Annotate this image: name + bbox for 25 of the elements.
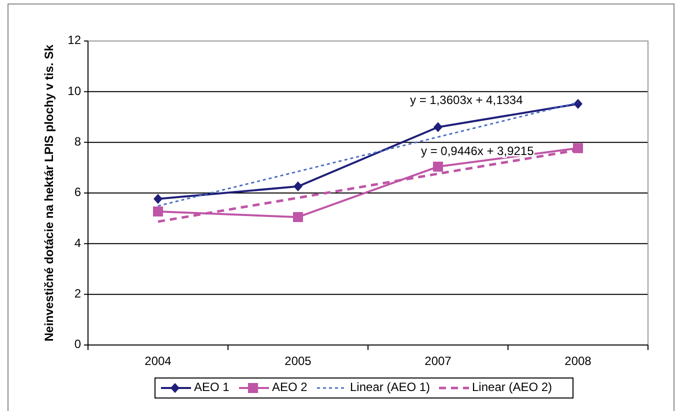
legend-label: AEO 1 bbox=[194, 380, 230, 394]
legend-label: Linear (AEO 1) bbox=[350, 380, 430, 394]
y-tick-label: 0 bbox=[74, 337, 82, 352]
point bbox=[433, 162, 443, 172]
point bbox=[153, 206, 163, 216]
point bbox=[294, 181, 302, 192]
point bbox=[293, 212, 303, 222]
x-tick-label: 2008 bbox=[564, 354, 592, 368]
point bbox=[434, 122, 442, 132]
x-tick-label: 2004 bbox=[144, 354, 172, 368]
y-tick-label: 8 bbox=[74, 134, 82, 149]
x-tick-label: 2005 bbox=[284, 354, 312, 368]
y-tick-label: 6 bbox=[74, 185, 82, 200]
y-tick-label: 12 bbox=[68, 33, 82, 48]
y-tick-label: 2 bbox=[74, 286, 82, 301]
y-tick-label: 4 bbox=[74, 236, 82, 250]
y-tick-label: 10 bbox=[68, 84, 82, 98]
annotation: y = 1,3603x + 4,1334 bbox=[410, 93, 524, 108]
x-tick-label: 2007 bbox=[424, 354, 452, 368]
legend-label: Linear (AEO 2) bbox=[472, 380, 552, 394]
legend-label: AEO 2 bbox=[272, 380, 308, 394]
point bbox=[574, 98, 582, 109]
annotation: y = 0,9446x + 3,9215 bbox=[421, 144, 534, 158]
y-axis-title: Neinvestičné dotácie na hektár LPIS plochy v tis. Sk bbox=[42, 44, 56, 342]
point bbox=[154, 194, 162, 204]
